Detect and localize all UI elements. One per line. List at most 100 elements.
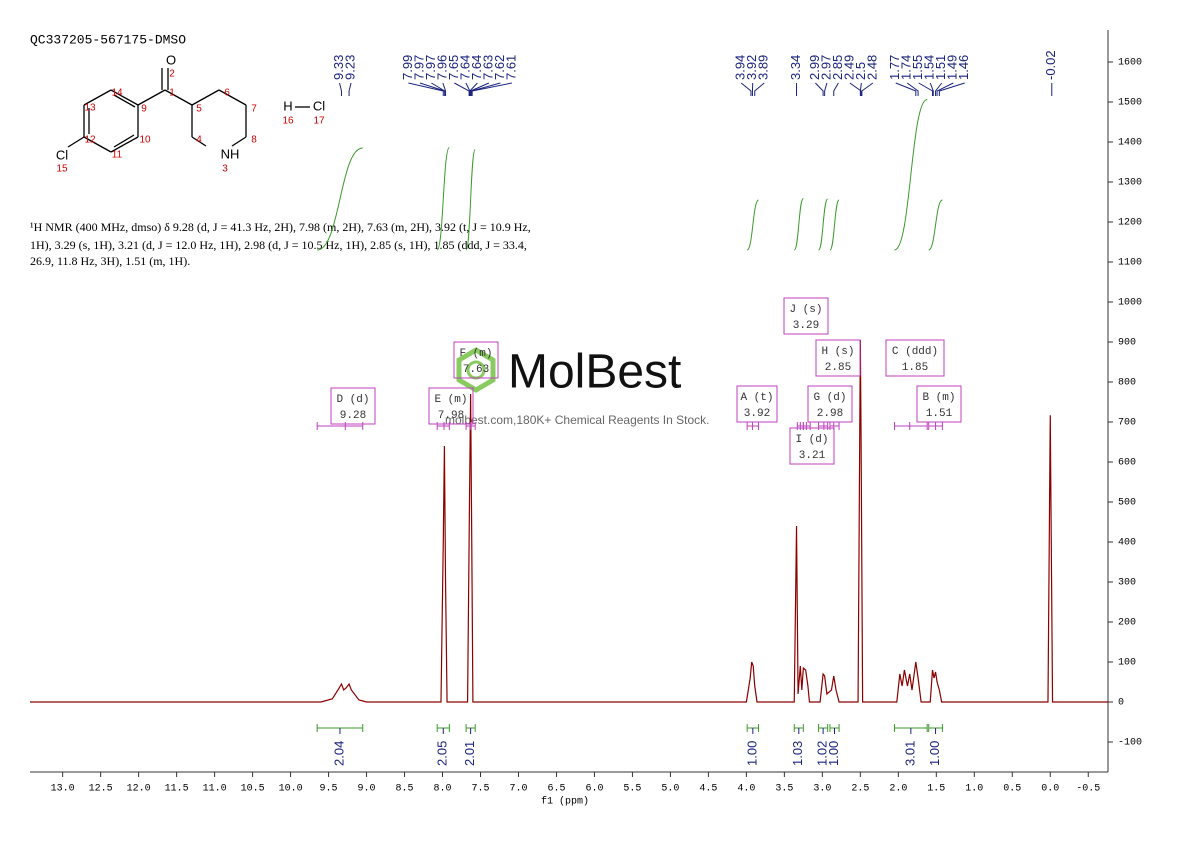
- peak-label: 1.74: [899, 55, 914, 80]
- y-tick-label: 300: [1118, 578, 1136, 589]
- x-tick-label: 9.5: [320, 784, 338, 795]
- atom-number: 3: [222, 164, 228, 175]
- atom-label: Cl: [56, 147, 68, 162]
- integral-curve: [465, 149, 476, 251]
- peak-leader: [348, 82, 352, 96]
- integral-label: 1.00: [826, 741, 841, 766]
- atom-number: 12: [84, 135, 96, 146]
- y-tick-label: 0: [1118, 698, 1124, 709]
- y-tick-label: 1500: [1118, 98, 1142, 109]
- peak-leader: [419, 82, 446, 96]
- peak-label: 3.34: [788, 55, 803, 80]
- x-axis-label: f1 (ppm): [541, 796, 589, 808]
- integral-label: 2.01: [462, 741, 477, 766]
- atom-number: 9: [141, 104, 147, 115]
- peak-leader: [824, 82, 828, 96]
- multiplet-box: [916, 385, 962, 423]
- peak-leader: [454, 82, 470, 96]
- peak-label: 9.23: [342, 55, 357, 80]
- atom-number: 14: [111, 88, 123, 99]
- y-tick-label: 800: [1118, 378, 1136, 389]
- y-tick-label: 400: [1118, 538, 1136, 549]
- peak-leader: [442, 82, 447, 96]
- peak-leader: [938, 82, 965, 96]
- peak-leader: [754, 82, 765, 96]
- multiplet-label: A (t): [740, 392, 773, 404]
- peak-label: 2.5: [853, 62, 868, 80]
- multiplet-range: [829, 422, 840, 430]
- x-tick-label: 3.5: [775, 784, 793, 795]
- peak-label: 1.55: [910, 55, 925, 80]
- peak-label: 1.51: [933, 55, 948, 80]
- integral-curve: [928, 199, 943, 251]
- atom-number: 2: [169, 69, 175, 80]
- atom-number: 6: [224, 88, 230, 99]
- multiplet-shift: 1.85: [902, 362, 928, 374]
- atom-number: 17: [313, 116, 325, 127]
- multiplet-box: [815, 339, 861, 377]
- peak-leader: [815, 82, 824, 96]
- peak-leader: [895, 82, 917, 96]
- multiplet-shift: 7.63: [463, 364, 489, 376]
- peak-leader: [431, 82, 446, 96]
- x-tick-label: 0.5: [1003, 784, 1021, 795]
- x-tick-label: 9.0: [358, 784, 376, 795]
- peak-label: 3.94: [733, 55, 748, 80]
- atom-number: 5: [196, 104, 202, 115]
- multiplet-shift: 2.98: [817, 408, 843, 420]
- x-tick-label: -0.5: [1076, 784, 1100, 795]
- y-tick-label: 1600: [1118, 58, 1142, 69]
- peak-label: 1.77: [887, 55, 902, 80]
- x-tick-label: 12.0: [127, 784, 151, 795]
- peak-label: 2.49: [841, 55, 856, 80]
- x-tick-label: 4.5: [699, 784, 717, 795]
- peak-label: 2.48: [864, 55, 879, 80]
- x-tick-label: 10.5: [241, 784, 265, 795]
- multiplet-label: E (m): [434, 394, 467, 406]
- x-tick-label: 6.0: [585, 784, 603, 795]
- peak-leader: [906, 82, 919, 96]
- peak-leader: [740, 82, 752, 96]
- peak-label: 7.96: [434, 55, 449, 80]
- nmr-description: 26.9, 11.8 Hz, 3H), 1.51 (m, 1H).: [30, 254, 190, 268]
- multiplet-shift: 3.29: [793, 320, 819, 332]
- multiplet-box: [428, 387, 474, 425]
- multiplet-shift: 9.28: [340, 410, 366, 422]
- multiplet-box: [789, 427, 835, 465]
- integral-curve: [793, 198, 804, 251]
- peak-leader: [861, 82, 874, 96]
- peak-label: 7.65: [446, 55, 461, 80]
- multiplet-shift: 7.98: [438, 410, 464, 422]
- nmr-description: ¹H NMR (400 MHz, dmso) δ 9.28 (d, J = 41…: [30, 220, 531, 234]
- multiplet-box: [453, 341, 499, 379]
- multiplet-shift: 3.21: [799, 450, 826, 462]
- atom-label: O: [166, 52, 176, 67]
- x-tick-label: 7.5: [471, 784, 489, 795]
- integral-curve: [818, 198, 829, 251]
- atom-number: 7: [251, 104, 257, 115]
- x-tick-label: 3.0: [813, 784, 831, 795]
- chart-title: QC337205-567175-DMSO: [30, 32, 186, 47]
- multiplet-shift: 1.51: [926, 408, 953, 420]
- y-tick-label: 500: [1118, 498, 1136, 509]
- integral-label: 1.02: [815, 741, 830, 766]
- atom-label: NH: [221, 146, 240, 161]
- integral-label: 1.00: [927, 741, 942, 766]
- peak-leader: [469, 82, 478, 96]
- x-tick-label: 11.0: [203, 784, 227, 795]
- multiplet-label: J (s): [789, 304, 822, 316]
- peak-leader: [849, 82, 862, 96]
- spectrum-line: [30, 339, 1108, 703]
- y-tick-label: -100: [1118, 738, 1142, 749]
- atom-label: H: [283, 98, 292, 113]
- peak-label: -0.02: [1043, 50, 1058, 80]
- integral-curve: [746, 199, 760, 251]
- peak-label: 9.33: [331, 55, 346, 80]
- peak-label: 7.64: [457, 55, 472, 80]
- atom-number: 16: [282, 116, 294, 127]
- nmr-description: 1H), 3.29 (s, 1H), 3.21 (d, J = 12.0 Hz,…: [30, 238, 527, 252]
- x-tick-label: 5.0: [661, 784, 679, 795]
- peak-leader: [470, 82, 501, 96]
- peak-label: 3.89: [756, 55, 771, 80]
